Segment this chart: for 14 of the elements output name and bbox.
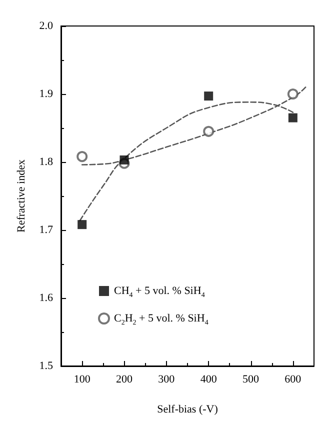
y-tick-label: 1.5: [39, 360, 54, 372]
x-tick-label: 100: [74, 374, 91, 386]
y-tick-label: 1.9: [39, 88, 54, 100]
x-tick-label: 400: [200, 374, 218, 386]
y-tick-label: 2.0: [39, 20, 54, 32]
y-tick-label: 1.6: [39, 292, 54, 304]
x-axis-title: Self-bias (-V): [157, 404, 218, 416]
y-axis-title: Refractive index: [16, 159, 28, 232]
y-tick-label: 1.8: [39, 156, 54, 168]
x-tick-label: 300: [158, 374, 176, 386]
x-tick-label: 600: [284, 374, 302, 386]
x-tick-label: 200: [116, 374, 133, 386]
x-tick-label: 500: [242, 374, 260, 386]
y-tick-label: 1.7: [39, 224, 54, 236]
